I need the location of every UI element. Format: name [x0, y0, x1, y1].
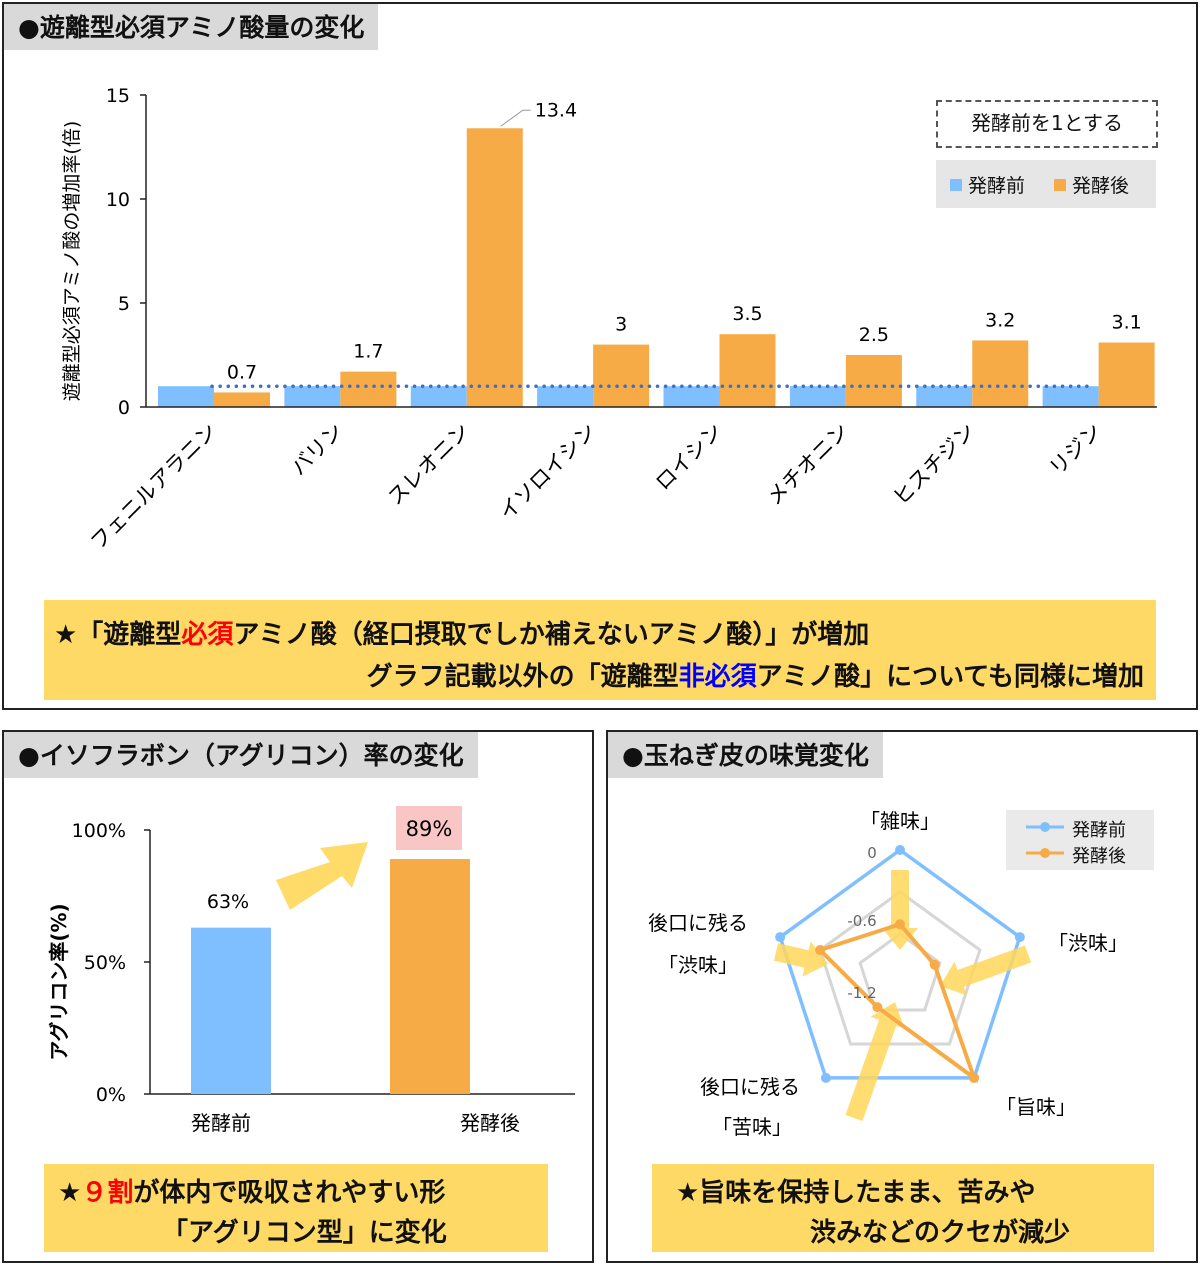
- isoflavone-note: ★９割が体内で吸収されやすい形 「アグリコン型」に変化: [44, 1164, 548, 1252]
- taste-note-line2: 渋みなどのクセが減少: [810, 1218, 1071, 1248]
- radar-marker-after: [815, 945, 826, 956]
- category-label: 発酵前: [191, 1111, 251, 1135]
- legend-swatch-before: [950, 179, 962, 191]
- data-label: 13.4: [535, 99, 577, 121]
- change-arrow: [845, 1002, 905, 1121]
- change-arrow: [940, 945, 1032, 996]
- y-tick-label: 0%: [96, 1084, 126, 1106]
- baseline-note-text: 発酵前を1とする: [970, 111, 1124, 135]
- data-label: 3.5: [732, 303, 762, 325]
- y-tick-label: 5: [118, 293, 130, 315]
- axis-label-shibumi: 「渋味」: [1048, 931, 1128, 955]
- legend-label-after: 発酵後: [1072, 175, 1130, 197]
- bar-before: [537, 386, 594, 407]
- baseline-note-box: 発酵前を1とする: [936, 100, 1158, 148]
- leader-line: [500, 109, 531, 127]
- taste-legend-after: 発酵後: [1072, 846, 1126, 867]
- radar-tick-label: -0.6: [847, 912, 876, 930]
- radar-marker-before: [1014, 932, 1025, 943]
- isoflavone-bar-chart: 0% 50% 100% アグリコン率(%) 発酵前 発酵後 63% 89%: [47, 806, 575, 1135]
- y-axis-label: 遊離型必須アミノ酸の増加率(倍): [61, 121, 83, 401]
- data-label: 3.1: [1112, 312, 1142, 334]
- radar-tick-label: -1.2: [847, 984, 876, 1002]
- amino-acid-note: ★「遊離型必須アミノ酸（経口摂取でしか補えないアミノ酸）」が増加 グラフ記載以外…: [44, 600, 1156, 700]
- radar-line-before: [778, 847, 1022, 1080]
- amino-acid-note-line1: ★「遊離型必須アミノ酸（経口摂取でしか補えないアミノ酸）」が増加: [54, 620, 870, 650]
- isoflavone-note-line2: 「アグリコン型」に変化: [162, 1218, 447, 1248]
- axis-label-atoshibu: 「渋味」: [658, 953, 738, 977]
- axis-label-nigami-prefix: 後口に残る: [700, 1075, 800, 1099]
- y-axis-label: アグリコン率(%): [47, 903, 71, 1060]
- radar-line-after: [816, 921, 979, 1084]
- bar-before: [284, 386, 341, 407]
- taste-note-line1: ★旨味を保持したまま、苦みや: [676, 1178, 1036, 1208]
- axis-label-umami: 「旨味」: [996, 1095, 1076, 1119]
- taste-legend-before: 発酵前: [1072, 820, 1126, 841]
- legend-marker-after: [1040, 848, 1050, 858]
- y-tick-label: 0: [118, 397, 130, 419]
- change-arrow: [882, 870, 918, 950]
- bar-before: [789, 386, 846, 407]
- radar-marker-after: [895, 919, 905, 930]
- category-label: 発酵後: [460, 1111, 520, 1135]
- data-label: 3: [615, 314, 627, 336]
- radar-gridline: [818, 890, 982, 1046]
- radar-marker-before: [775, 932, 786, 943]
- data-label: 2.5: [859, 324, 889, 346]
- bar-before: [1042, 386, 1099, 407]
- bar: [191, 927, 271, 1094]
- y-tick-label: 15: [106, 85, 130, 107]
- bar-after: [593, 344, 650, 407]
- data-label: 3.2: [985, 309, 1015, 331]
- bar-before: [410, 386, 467, 407]
- bar-after: [466, 128, 523, 407]
- bar-after: [214, 392, 270, 407]
- bar-before: [663, 386, 720, 407]
- bar-after: [845, 355, 902, 407]
- y-tick-label: 100%: [72, 820, 126, 842]
- bar-after: [719, 334, 776, 407]
- bar-before: [158, 386, 214, 407]
- legend-marker-before: [1040, 822, 1050, 832]
- change-arrow: [774, 941, 828, 977]
- axis-label-nigami: 「苦味」: [712, 1115, 792, 1139]
- bar: [390, 859, 470, 1094]
- highlight-badge: [396, 806, 462, 850]
- y-tick-label: 10: [106, 189, 130, 211]
- bar-after: [1098, 342, 1155, 407]
- isoflavone-note-line1: ★９割が体内で吸収されやすい形: [58, 1178, 446, 1208]
- amino-acid-panel-title: ●遊離型必須アミノ酸量の変化: [4, 4, 379, 50]
- data-label: 89%: [406, 817, 453, 841]
- amino-acid-note-line2: グラフ記載以外の「遊離型非必須アミノ酸」についても同様に増加: [366, 662, 1144, 692]
- radar-marker-after: [969, 1072, 980, 1083]
- bar-after: [972, 340, 1029, 407]
- radar-marker-after: [872, 1002, 883, 1013]
- bar-before: [916, 386, 973, 407]
- y-tick-label: 50%: [84, 952, 126, 974]
- data-label: 1.7: [353, 341, 383, 363]
- taste-legend: 発酵前 発酵後: [1006, 810, 1154, 870]
- data-label: 0.7: [227, 361, 257, 383]
- axis-label-zatsumi: 「雑味」: [860, 809, 940, 833]
- legend-swatch-after: [1054, 179, 1066, 191]
- radar-gridline: [858, 932, 942, 1012]
- axis-label-atoshibu-prefix: 後口に残る: [648, 911, 748, 935]
- data-label: 63%: [207, 891, 249, 913]
- isoflavone-panel-title: ●イソフラボン（アグリコン）率の変化: [4, 732, 478, 778]
- radar-marker-before: [820, 1072, 831, 1083]
- increase-arrow: [276, 842, 368, 910]
- radar-tick-label: 0: [867, 844, 877, 862]
- radar-marker-after: [929, 959, 940, 970]
- amino-acid-legend: 発酵前 発酵後: [936, 160, 1156, 208]
- bar-after: [340, 371, 397, 407]
- radar-marker-before: [895, 845, 905, 855]
- legend-label-before: 発酵前: [968, 175, 1026, 197]
- onion-skin-panel-title: ●玉ねぎ皮の味覚変化: [608, 732, 883, 778]
- taste-note: ★旨味を保持したまま、苦みや 渋みなどのクセが減少: [652, 1164, 1154, 1252]
